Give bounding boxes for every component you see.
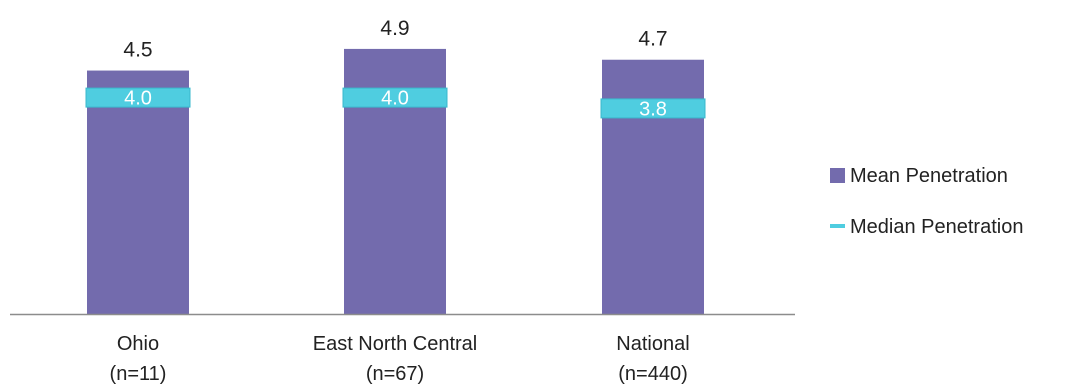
mean-value-label-1: 4.9: [380, 17, 409, 40]
value-labels-group: 4.5 4.0 4.9 4.0 4.7 3.8: [123, 17, 667, 121]
median-value-label-1: 4.0: [381, 88, 409, 110]
legend-label-mean: Mean Penetration: [850, 165, 1008, 187]
mean-value-label-0: 4.5: [123, 39, 152, 62]
median-marker-1: [342, 87, 448, 108]
x-tick-label-2: National: [616, 333, 689, 355]
bar-mean-0: [87, 70, 189, 314]
median-value-label-2: 3.8: [639, 98, 667, 120]
x-tick-sublabel-2: (n=440): [618, 363, 688, 385]
legend-swatch-median: [830, 224, 845, 228]
legend-label-median: Median Penetration: [850, 216, 1023, 238]
x-tick-label-1: East North Central: [313, 333, 478, 355]
x-tick-sublabel-0: (n=11): [110, 363, 167, 385]
legend-swatch-mean: [830, 168, 845, 183]
legend: Mean Penetration Median Penetration: [830, 165, 1023, 238]
median-marker-0: [85, 87, 191, 108]
mean-value-label-2: 4.7: [638, 28, 667, 51]
median-value-label-0: 4.0: [124, 88, 152, 110]
x-tick-sublabel-1: (n=67): [366, 363, 424, 385]
x-tick-label-0: Ohio: [117, 333, 159, 355]
median-marker-2: [600, 98, 706, 119]
x-tick-labels-group: Ohio (n=11) East North Central (n=67) Nation…: [110, 333, 690, 385]
median-markers-group: [85, 87, 706, 119]
